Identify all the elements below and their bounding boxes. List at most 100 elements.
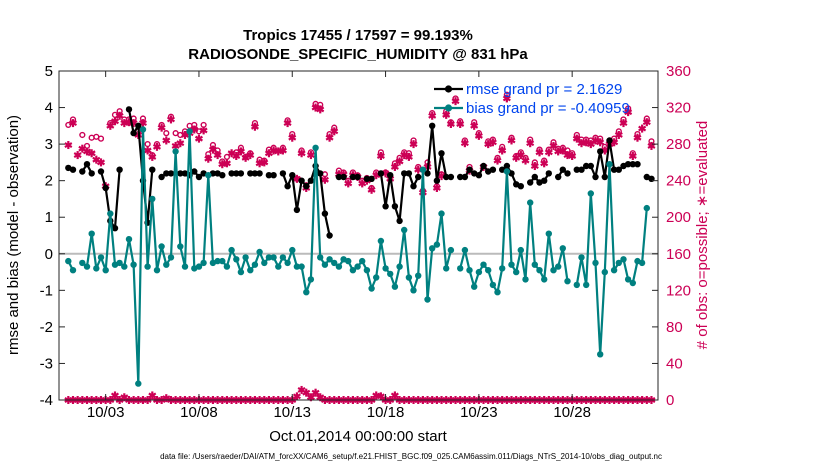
obs-evaluated-point bbox=[166, 115, 175, 124]
y-tick-label: 5 bbox=[45, 63, 53, 80]
bias-point bbox=[391, 283, 399, 290]
rmse-point bbox=[527, 179, 534, 186]
bias-point bbox=[200, 259, 207, 267]
rmse-point bbox=[191, 168, 198, 175]
bias-point bbox=[564, 278, 571, 285]
bias-point bbox=[256, 248, 263, 256]
rmse-point bbox=[457, 173, 464, 181]
y2-tick-label: 160 bbox=[666, 246, 691, 263]
rmse-point bbox=[601, 173, 608, 181]
obs-evaluated-point bbox=[470, 121, 479, 130]
bias-point bbox=[550, 267, 557, 274]
rmse-point bbox=[97, 168, 105, 175]
bias-point bbox=[214, 257, 221, 265]
rmse-point bbox=[265, 172, 273, 179]
bias-point bbox=[555, 263, 562, 270]
obs-evaluated-point bbox=[633, 133, 642, 142]
bias-point bbox=[93, 265, 100, 272]
bias-point bbox=[624, 276, 632, 283]
rmse-point bbox=[102, 184, 109, 192]
rmse-point bbox=[391, 203, 399, 210]
bias-point bbox=[424, 296, 431, 303]
obs-evaluated-point bbox=[507, 136, 516, 145]
rmse-point bbox=[555, 173, 562, 181]
bias-point bbox=[485, 267, 492, 274]
obs-evaluated-point bbox=[87, 149, 96, 158]
x-axis: 10/03 10/08 10/13 10/18 10/23 10/28 bbox=[87, 71, 591, 421]
x-tick-label: 10/28 bbox=[553, 404, 591, 421]
bias-point bbox=[545, 230, 552, 237]
rmse-point bbox=[256, 170, 263, 177]
bias-point bbox=[298, 263, 305, 270]
obs-evaluated-point bbox=[404, 152, 413, 161]
bias-point bbox=[279, 254, 287, 261]
obs-evaluated-point bbox=[152, 142, 161, 151]
bias-point bbox=[508, 261, 515, 268]
y2-tick-label: 280 bbox=[666, 136, 691, 153]
rmse-point bbox=[583, 162, 590, 170]
bias-point bbox=[396, 263, 403, 270]
legend-bias-marker bbox=[444, 104, 453, 112]
bias-point bbox=[326, 256, 333, 263]
obs-evaluated-point bbox=[493, 156, 502, 165]
bias-point bbox=[237, 268, 245, 276]
bias-point bbox=[284, 259, 291, 267]
rmse-point bbox=[163, 170, 170, 177]
x-tick-label: 10/08 bbox=[180, 404, 218, 421]
legend-bias-label: bias grand pr = -0.40959 bbox=[466, 100, 630, 117]
y2-tick-label: 200 bbox=[666, 209, 691, 226]
y-tick-label: 3 bbox=[45, 136, 53, 153]
rmse-point bbox=[401, 170, 408, 177]
bias-point bbox=[443, 265, 450, 272]
bias-point bbox=[65, 257, 72, 265]
bias-point bbox=[401, 226, 408, 234]
bias-point bbox=[419, 166, 427, 173]
rmse-point bbox=[354, 173, 361, 181]
bias-point bbox=[177, 243, 184, 250]
obs-evaluated-point bbox=[624, 108, 633, 117]
rmse-point bbox=[363, 175, 371, 182]
legend-rmse-marker bbox=[444, 85, 453, 93]
bias-point bbox=[373, 274, 380, 281]
rmse-point bbox=[629, 161, 636, 168]
bias-point bbox=[629, 279, 636, 287]
obs-evaluated-point bbox=[176, 139, 185, 148]
rmse-point bbox=[340, 173, 347, 181]
obs-evaluated-point bbox=[250, 122, 259, 131]
bias-point bbox=[429, 245, 436, 252]
rmse-point bbox=[317, 170, 324, 177]
rmse-point bbox=[195, 173, 203, 181]
obs-low-point bbox=[148, 391, 157, 400]
obs-evaluated-point bbox=[288, 133, 297, 142]
bias-point bbox=[345, 257, 352, 265]
obs-possible-point bbox=[97, 135, 105, 142]
bias-point bbox=[158, 243, 165, 250]
bias-point bbox=[233, 256, 240, 263]
rmse-point bbox=[69, 166, 77, 173]
bias-point bbox=[186, 128, 193, 135]
bias-point bbox=[480, 261, 487, 268]
rmse-point bbox=[167, 170, 175, 177]
obs-low-point bbox=[110, 391, 119, 400]
bias-point bbox=[121, 263, 128, 270]
rmse-point bbox=[387, 172, 394, 179]
bias-point bbox=[531, 261, 538, 268]
y-tick-label: -4 bbox=[40, 392, 53, 409]
obs-evaluated-point bbox=[502, 94, 511, 103]
rmse-point bbox=[396, 217, 403, 225]
obs-evaluated-point bbox=[568, 151, 577, 160]
obs-evaluated-point bbox=[544, 148, 553, 157]
y2-tick-label: 40 bbox=[666, 355, 683, 372]
bias-point bbox=[219, 257, 226, 265]
rmse-point bbox=[531, 173, 538, 181]
rmse-point bbox=[405, 170, 413, 177]
bias-point bbox=[97, 254, 105, 261]
y-tick-label: -3 bbox=[40, 355, 53, 372]
y-axis-left: -4 -3 -2 -1 0 1 2 3 4 5 bbox=[40, 63, 65, 409]
rmse-point bbox=[125, 106, 133, 113]
bias-point bbox=[363, 267, 371, 274]
rmse-point bbox=[79, 168, 86, 175]
x-tick-label: 10/23 bbox=[460, 404, 498, 421]
bias-point bbox=[527, 199, 534, 206]
bias-point bbox=[144, 263, 151, 270]
